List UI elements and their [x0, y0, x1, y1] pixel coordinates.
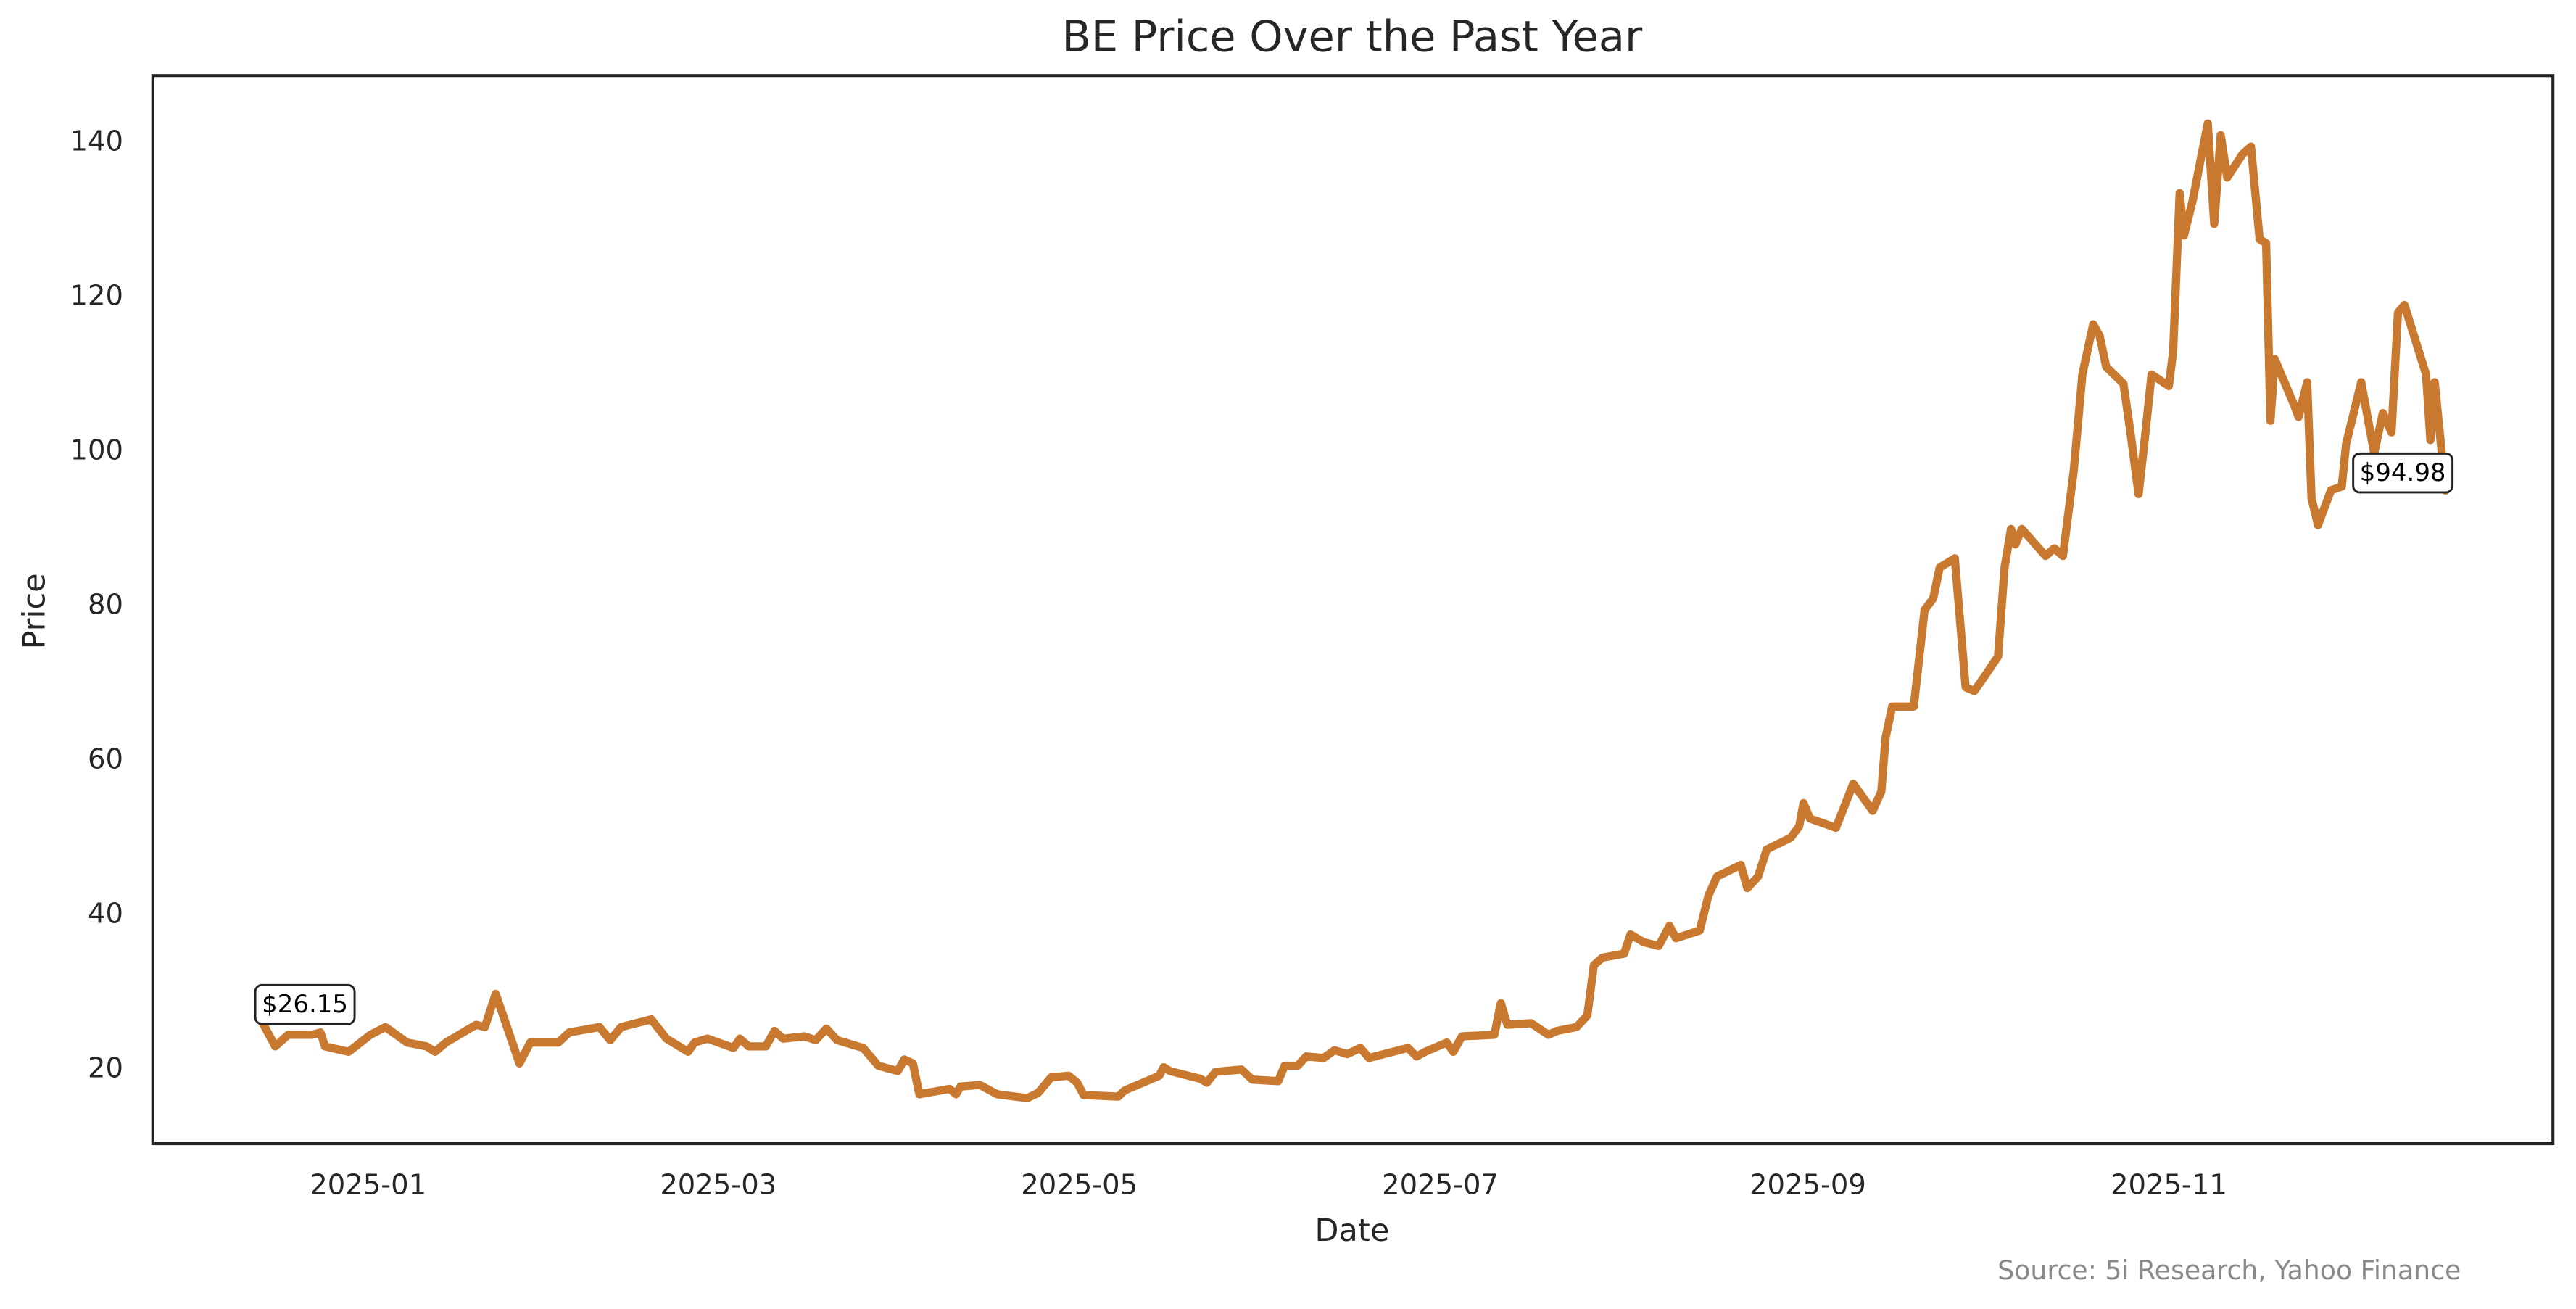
- annotation-box: [254, 983, 356, 1025]
- x-tick-label: 2025-07: [1382, 1168, 1499, 1201]
- annotation-label: $94.98: [2360, 458, 2446, 487]
- x-tick-label: 2025-11: [2111, 1168, 2227, 1201]
- annotation: $94.98: [2352, 452, 2454, 494]
- x-tick-label: 2025-09: [1749, 1168, 1866, 1201]
- x-axis-label: Date: [1314, 1213, 1389, 1249]
- annotation: $26.15: [254, 983, 356, 1025]
- y-tick-label: 120: [70, 279, 123, 312]
- y-tick-label: 40: [88, 897, 123, 930]
- y-tick-label: 100: [70, 434, 123, 466]
- y-tick-label: 20: [88, 1052, 123, 1084]
- y-axis-label: Price: [16, 573, 52, 649]
- y-tick-label: 140: [70, 125, 123, 157]
- source-note: Source: 5i Research, Yahoo Finance: [1997, 1255, 2461, 1286]
- annotation-label: $26.15: [262, 990, 348, 1019]
- x-tick-label: 2025-03: [660, 1168, 776, 1201]
- plot-frame: [151, 74, 2555, 1146]
- price-line: [257, 119, 2450, 1102]
- x-tick-label: 2025-05: [1021, 1168, 1138, 1201]
- chart-title: BE Price Over the Past Year: [1061, 11, 1643, 61]
- y-tick-label: 60: [88, 743, 123, 775]
- y-tick-label: 80: [88, 588, 123, 621]
- annotation-box: [2352, 452, 2454, 494]
- x-tick-label: 2025-01: [310, 1168, 426, 1201]
